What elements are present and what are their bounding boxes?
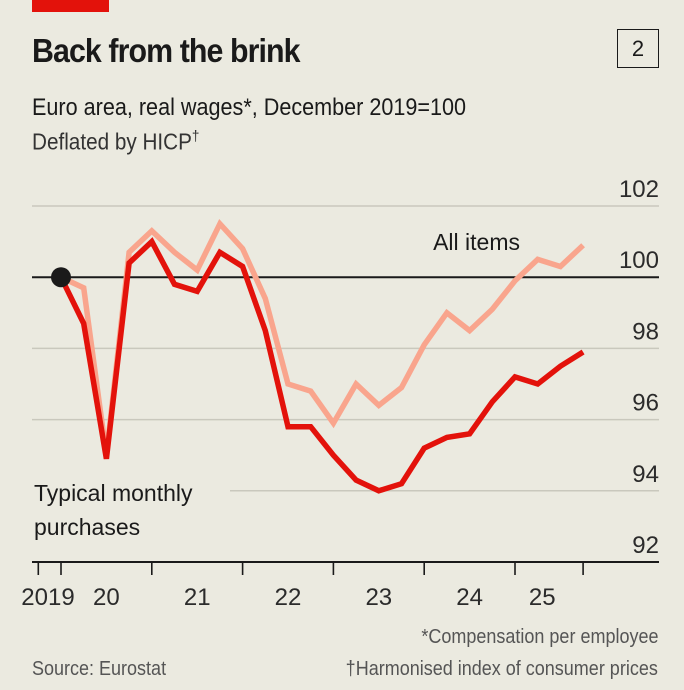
chart-subtitle: Euro area, real wages*, December 2019=10… (32, 94, 467, 121)
start-marker-dot (51, 267, 71, 288)
y-tick-label: 96 (632, 390, 659, 417)
series-line-typical-monthly-purchases (58, 237, 585, 494)
x-tick-label: 2019 (21, 584, 74, 611)
x-tick-label: 25 (529, 584, 556, 611)
x-tick-label: 20 (93, 584, 120, 611)
x-tick-label: 24 (456, 584, 483, 611)
y-tick-label: 92 (632, 532, 659, 559)
y-tick-label: 102 (619, 176, 659, 203)
chart-subtitle-deflator: Deflated by HICP† (32, 128, 199, 156)
x-tick-label: 23 (365, 584, 392, 611)
footnote-hicp: †Harmonised index of consumer prices (345, 658, 658, 680)
dagger-mark: † (191, 128, 200, 145)
series-lines (51, 218, 585, 494)
deflator-text: Deflated by HICP (32, 128, 192, 155)
chart-number-badge: 2 (617, 29, 659, 68)
label-typical-monthly-purchases-line2: purchases (34, 514, 140, 540)
x-tick-label: 22 (275, 584, 302, 611)
accent-bar (32, 0, 109, 12)
label-typical-monthly-purchases-line1: Typical monthly (34, 480, 193, 506)
footnote-compensation: *Compensation per employee (420, 626, 658, 648)
y-tick-label: 98 (632, 318, 659, 345)
gridlines (30, 205, 659, 502)
y-tick-labels: 92 94 96 98 100 102 (619, 176, 659, 559)
label-all-items: All items (433, 229, 520, 255)
annotations: All items Typical monthly purchases (34, 229, 520, 540)
source-note: Source: Eurostat (32, 658, 167, 680)
x-tick-label: 21 (184, 584, 211, 611)
x-axis: 2019 20 21 22 23 24 25 (21, 561, 659, 611)
chart-title: Back from the brink (32, 32, 301, 69)
label-mask (30, 482, 230, 502)
series-line-all-items (59, 218, 585, 456)
y-tick-label: 94 (632, 461, 659, 488)
y-tick-label: 100 (619, 247, 659, 274)
